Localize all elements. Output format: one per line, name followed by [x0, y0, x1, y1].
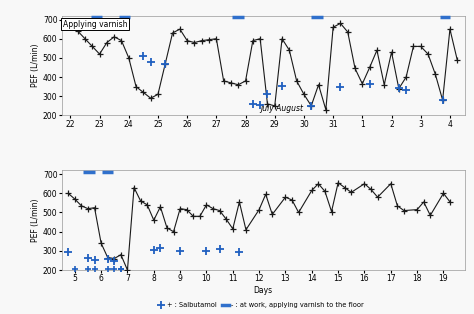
- Point: [278, 83, 286, 88]
- Point: [264, 92, 271, 97]
- Point: [110, 267, 118, 272]
- Text: July August: July August: [260, 104, 303, 113]
- Y-axis label: PEF (L/min): PEF (L/min): [31, 44, 40, 87]
- Point: [337, 84, 344, 89]
- Point: [402, 87, 410, 92]
- Point: [176, 248, 184, 253]
- Text: Applying varnish: Applying varnish: [63, 19, 128, 29]
- Point: [162, 61, 169, 66]
- Point: [308, 103, 315, 108]
- Point: [366, 81, 374, 86]
- Point: [439, 98, 447, 103]
- X-axis label: Days: Days: [254, 286, 273, 295]
- Point: [236, 249, 243, 254]
- Point: [249, 101, 256, 106]
- Point: [117, 267, 125, 272]
- Point: [216, 246, 223, 252]
- Point: [71, 267, 79, 272]
- Point: [156, 246, 164, 251]
- Point: [150, 247, 157, 252]
- Point: [104, 257, 111, 262]
- Point: [203, 248, 210, 253]
- Point: [84, 255, 92, 260]
- Point: [110, 258, 118, 263]
- Point: [395, 85, 402, 90]
- Point: [84, 267, 92, 272]
- Y-axis label: PEF (L/min): PEF (L/min): [31, 198, 40, 242]
- Point: [139, 53, 147, 58]
- Point: [91, 267, 98, 272]
- Point: [147, 59, 155, 64]
- Legend: + : Salbutamol, - : at work, applying varnish to the floor: + : Salbutamol, - : at work, applying va…: [155, 299, 366, 311]
- Point: [91, 258, 98, 263]
- Point: [256, 102, 264, 107]
- Point: [104, 267, 111, 272]
- Point: [117, 267, 125, 272]
- Point: [64, 249, 72, 254]
